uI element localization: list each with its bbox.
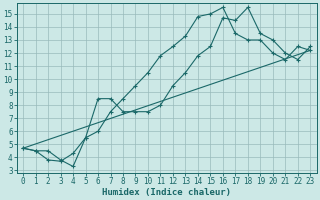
X-axis label: Humidex (Indice chaleur): Humidex (Indice chaleur) xyxy=(102,188,231,197)
